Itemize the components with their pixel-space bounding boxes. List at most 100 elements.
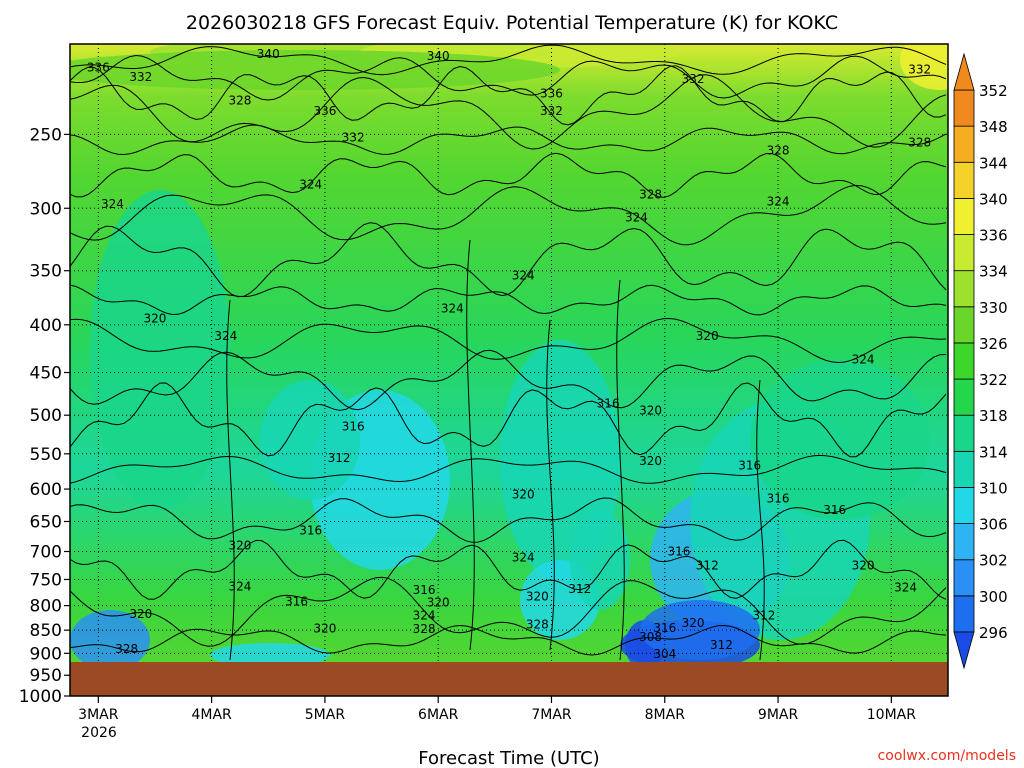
- contour-label: 324: [214, 329, 237, 343]
- colorbar-tick-label: 318: [979, 407, 1008, 425]
- field-region: [570, 510, 630, 610]
- contour-line: [70, 184, 947, 246]
- x-tick-label: 5MAR: [305, 707, 346, 723]
- contour-label: 308: [639, 630, 662, 644]
- contour-label: 332: [342, 131, 365, 145]
- field-region: [750, 360, 930, 520]
- colorbar-tick-label: 310: [979, 479, 1008, 497]
- y-tick-label: 800: [30, 597, 62, 617]
- contour-line: [70, 349, 947, 411]
- colorbar-tick-label: 314: [979, 443, 1008, 461]
- contour-line: [756, 379, 765, 661]
- y-tick-label: 400: [30, 316, 62, 336]
- contour-label: 316: [667, 545, 690, 559]
- x-tick-label: 9MAR: [758, 707, 799, 723]
- colorbar-tick-label: 296: [979, 624, 1008, 642]
- y-tick-label: 600: [30, 480, 62, 500]
- contour-label: 328: [413, 622, 436, 636]
- contour-label: 312: [328, 451, 351, 465]
- contour-line: [616, 279, 625, 661]
- colorbar-tick-label: 322: [979, 371, 1008, 389]
- contour-label: 340: [257, 47, 280, 61]
- contour-line: [70, 65, 947, 126]
- contour-label: 320: [512, 487, 535, 501]
- contour-label: 336: [313, 104, 336, 118]
- colorbar-tick-label: 326: [979, 335, 1008, 353]
- colorbar-tick-label: 330: [979, 299, 1008, 317]
- contour-label: 320: [696, 329, 719, 343]
- y-tick-label: 300: [30, 199, 62, 219]
- colorbar-tick-label: 352: [979, 82, 1008, 100]
- contour-label: 312: [710, 638, 733, 652]
- colorbar-segment: [953, 89, 975, 127]
- contour-label: 316: [299, 524, 322, 538]
- chart-title: 2026030218 GFS Forecast Equiv. Potential…: [186, 12, 838, 34]
- contour-label: 320: [129, 607, 152, 621]
- contour-label: 332: [540, 104, 563, 118]
- contour-line: [70, 124, 947, 156]
- contour-label: 324: [512, 550, 535, 564]
- contour-line: [70, 539, 947, 600]
- contour-label: 320: [639, 403, 662, 417]
- contour-label: 312: [696, 559, 719, 573]
- y-tick-label: 900: [30, 644, 62, 664]
- contour-label: 312: [752, 609, 775, 623]
- colorbar-tick-label: 336: [979, 227, 1008, 245]
- y-tick-label: 850: [30, 621, 62, 641]
- contour-line: [70, 44, 947, 76]
- colorbar-tick-label: 348: [979, 118, 1008, 136]
- contour-labels: 3403363323403363323283363323323323283283…: [87, 47, 931, 691]
- x-tick-label: 7MAR: [531, 707, 572, 723]
- contour-label: 316: [413, 583, 436, 597]
- contour-label: 324: [413, 609, 436, 623]
- contour-label: 316: [767, 491, 790, 505]
- colorbar-segment: [953, 161, 975, 199]
- colorbar-segment: [953, 306, 975, 344]
- contour-label: 328: [639, 188, 662, 202]
- credit-link[interactable]: coolwx.com/models: [878, 748, 1016, 764]
- field-color-regions: [70, 44, 948, 670]
- contour-label: 320: [427, 596, 450, 610]
- contour-label: 316: [285, 595, 308, 609]
- contour-label: 328: [908, 135, 931, 149]
- contour-line: [466, 239, 475, 651]
- contour-label: 328: [115, 642, 138, 656]
- field-region: [70, 50, 560, 90]
- contour-label: 324: [767, 194, 790, 208]
- y-tick-label: 650: [30, 512, 62, 532]
- contour-label: 324: [101, 197, 124, 211]
- contour-line: [70, 152, 947, 198]
- colorbar-tick-label: 340: [979, 190, 1008, 208]
- colorbar-segment: [953, 197, 975, 235]
- colorbar-tick-label: 302: [979, 552, 1008, 570]
- contour-line: [546, 319, 555, 651]
- colorbar-tick-label: 334: [979, 263, 1008, 281]
- contour-line: [70, 454, 947, 484]
- contour-label: 316: [342, 419, 365, 433]
- contour-label: 320: [313, 621, 336, 635]
- contour-label: 328: [526, 617, 549, 631]
- contour-label: 304: [653, 647, 676, 661]
- y-tick-label: 450: [30, 364, 62, 384]
- colorbar-tick-label: 344: [979, 154, 1008, 172]
- contour-label: 332: [682, 72, 705, 86]
- colorbar-bottom-arrow: [953, 631, 975, 670]
- contour-label: 340: [427, 49, 450, 63]
- contour-label: 324: [228, 579, 251, 593]
- contour-label: 316: [823, 503, 846, 517]
- colorbar-segment: [953, 487, 975, 525]
- colorbar-segment: [953, 414, 975, 452]
- colorbar-segment: [953, 125, 975, 163]
- field-region: [90, 190, 230, 510]
- colorbar-segment: [953, 270, 975, 308]
- contour-line: [70, 497, 947, 543]
- contour-label: 320: [682, 616, 705, 630]
- x-tick-label: 10MAR: [867, 707, 916, 723]
- contour-label: 324: [512, 268, 535, 282]
- x-tick-label: 4MAR: [191, 707, 232, 723]
- y-tick-label: 350: [30, 262, 62, 282]
- field-region: [900, 44, 948, 90]
- colorbar-segment: [953, 234, 975, 272]
- colorbar-segment: [953, 450, 975, 488]
- colorbar-segment: [953, 342, 975, 380]
